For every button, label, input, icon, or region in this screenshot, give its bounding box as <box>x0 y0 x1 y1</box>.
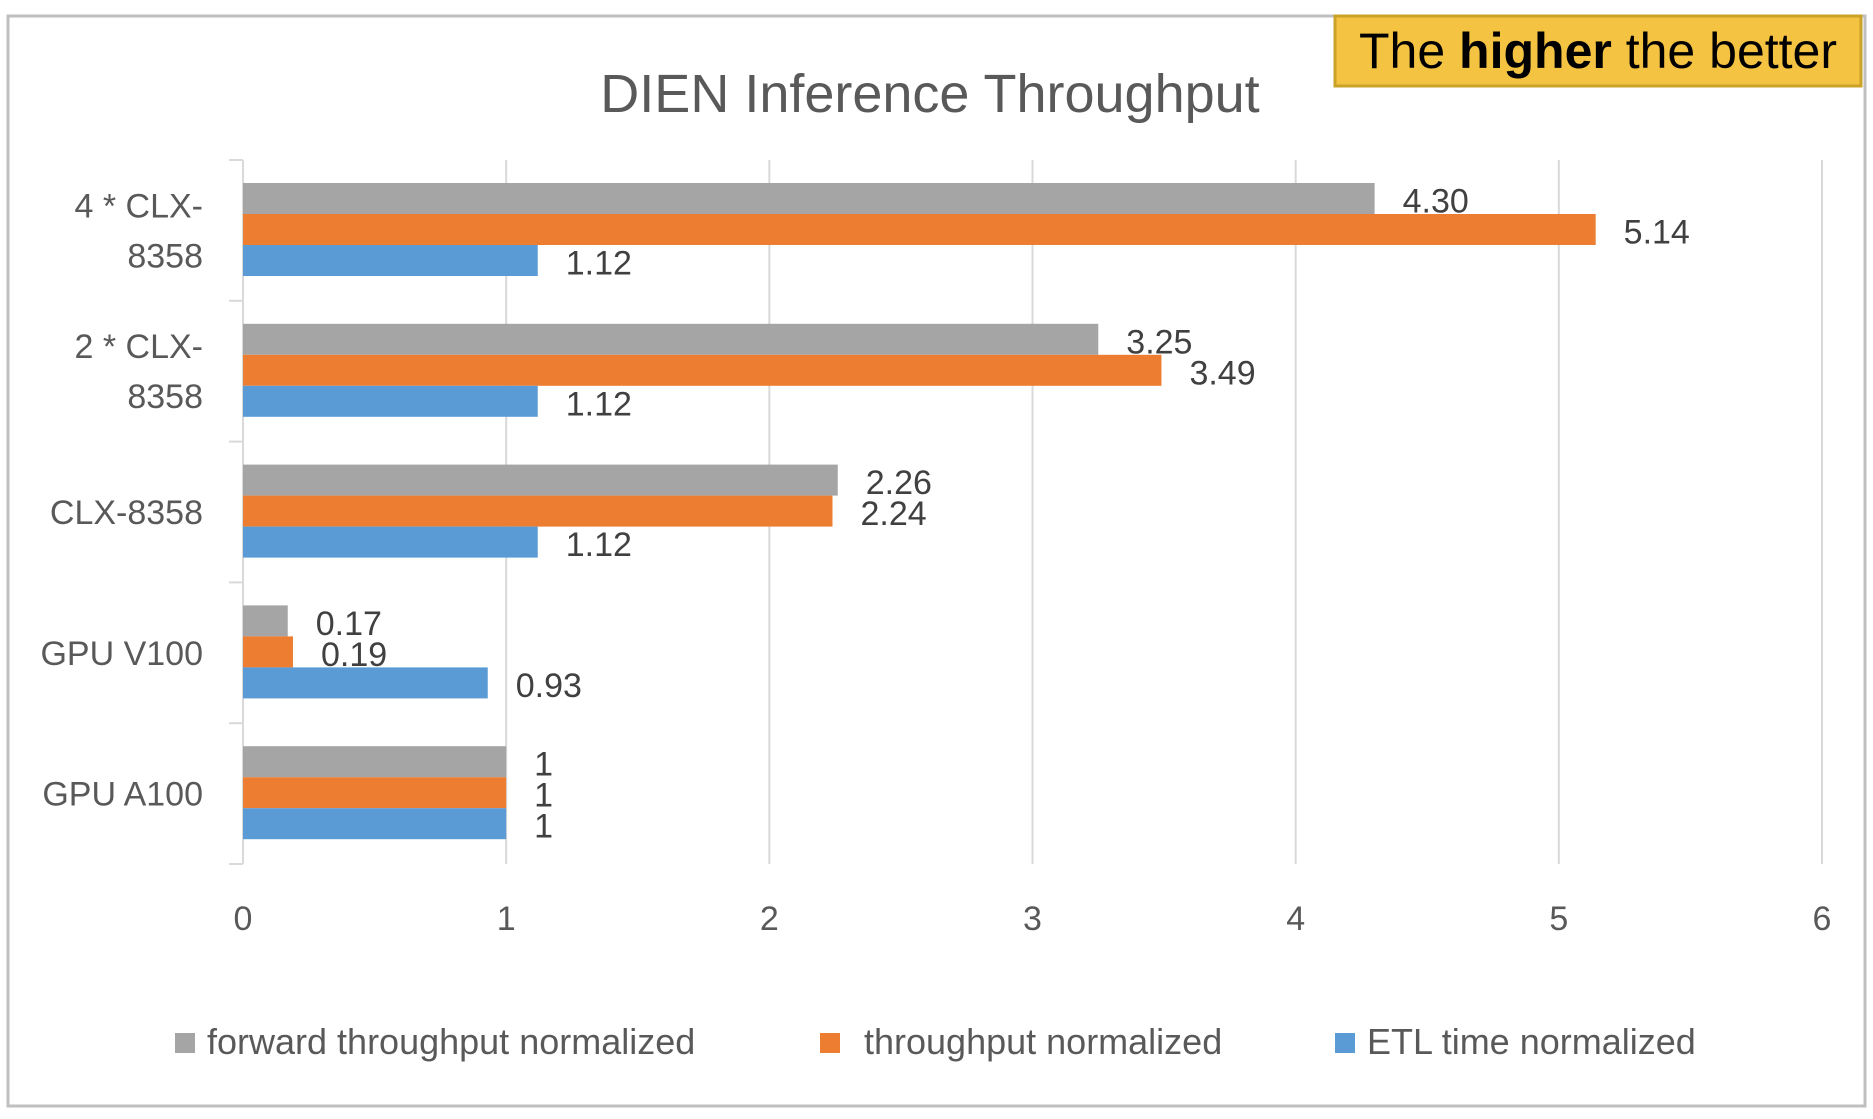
data-label: 1 <box>534 746 553 784</box>
bar <box>243 464 838 496</box>
x-tick-labels: 0 1 2 3 4 5 6 <box>234 900 1832 938</box>
bar <box>243 354 1162 386</box>
legend: forward throughput normalized throughput … <box>175 1021 1696 1062</box>
note-bold: higher <box>1459 23 1612 79</box>
x-tick-label: 0 <box>234 900 253 938</box>
category-label: GPU A100 <box>42 776 203 814</box>
data-label: 1.12 <box>566 385 632 423</box>
bar <box>243 636 294 668</box>
data-label: 4.30 <box>1403 183 1469 221</box>
data-label: 1.12 <box>566 526 632 564</box>
data-label: 0.93 <box>516 667 582 705</box>
legend-swatch <box>175 1033 195 1053</box>
bar <box>243 323 1099 355</box>
category-label: 2 * CLX- <box>75 328 204 366</box>
note-box <box>1333 14 1863 88</box>
note-post: the better <box>1612 23 1837 79</box>
data-label: 0.17 <box>316 605 382 643</box>
category-label: GPU V100 <box>40 635 203 673</box>
x-tick-label: 5 <box>1549 900 1568 938</box>
legend-label: ETL time normalized <box>1367 1021 1696 1062</box>
bar <box>243 495 833 527</box>
data-label: 2.24 <box>860 495 926 533</box>
bar <box>243 245 538 276</box>
note-pre: The <box>1359 23 1459 79</box>
bars <box>243 183 1596 840</box>
legend-label: forward throughput normalized <box>207 1021 695 1062</box>
x-tick-label: 1 <box>497 900 516 938</box>
data-label: 1.12 <box>566 245 632 283</box>
bar <box>243 605 288 637</box>
category-label: CLX-8358 <box>50 494 203 532</box>
data-label: 0.19 <box>321 636 387 674</box>
bar <box>243 808 507 840</box>
bar <box>243 667 488 699</box>
bar <box>243 214 1596 245</box>
chart-title: DIEN Inference Throughput <box>600 64 1259 124</box>
x-tick-label: 4 <box>1286 900 1305 938</box>
bar <box>243 777 507 809</box>
legend-swatch <box>1335 1033 1355 1053</box>
chart-border <box>6 14 1867 1108</box>
bar <box>243 526 538 558</box>
note-text: The higher the better <box>1359 23 1837 79</box>
x-tick-label: 2 <box>760 900 779 938</box>
data-label: 1 <box>534 808 553 846</box>
higher-better-note: The higher the better <box>1333 14 1863 88</box>
bar <box>243 385 538 417</box>
category-label: 8358 <box>127 378 203 416</box>
data-label: 1 <box>534 777 553 815</box>
x-tick-label: 6 <box>1813 900 1832 938</box>
data-label: 3.25 <box>1126 323 1192 361</box>
legend-swatch <box>820 1033 840 1053</box>
data-label: 2.26 <box>866 464 932 502</box>
bar <box>243 183 1375 214</box>
legend-label: throughput normalized <box>864 1021 1222 1062</box>
data-label: 5.14 <box>1624 214 1690 252</box>
bar <box>243 746 507 778</box>
category-label: 4 * CLX- <box>75 187 204 225</box>
category-labels: 4 * CLX- 8358 2 * CLX- 8358 CLX-8358 GPU V100… <box>40 187 203 813</box>
category-label: 8358 <box>127 237 203 275</box>
x-tick-label: 3 <box>1023 900 1042 938</box>
data-label: 3.49 <box>1189 354 1255 392</box>
data-labels: 4.30 3.25 2.26 0.17 1 5.14 3.49 2.24 0.19 1 1.12 1.… <box>316 183 1690 846</box>
